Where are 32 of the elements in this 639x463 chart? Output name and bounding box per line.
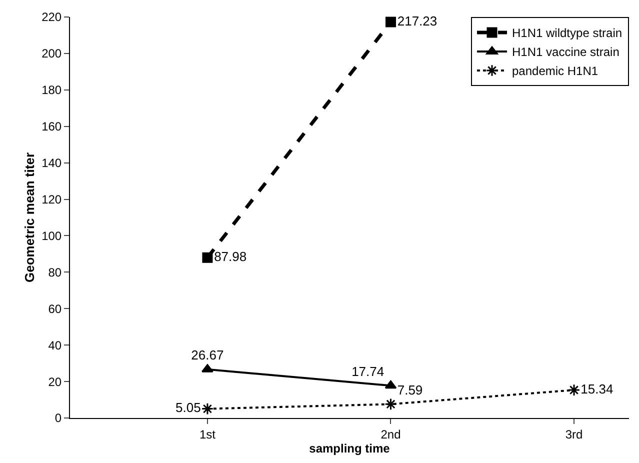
x-tick-label: 1st bbox=[199, 427, 216, 442]
y-axis-title: Geometric mean titer bbox=[22, 152, 37, 283]
y-tick-label: 220 bbox=[42, 10, 62, 24]
y-tick-label: 60 bbox=[48, 302, 62, 316]
point bbox=[385, 16, 396, 28]
y-tick-label: 0 bbox=[54, 411, 62, 426]
point bbox=[202, 252, 213, 263]
y-tick-label: 80 bbox=[48, 265, 62, 280]
point bbox=[568, 384, 580, 396]
y-tick-label: 160 bbox=[42, 120, 62, 134]
point bbox=[384, 398, 397, 410]
data-label: 26.67 bbox=[191, 348, 224, 363]
y-tick-label: 200 bbox=[42, 46, 62, 61]
legend-label: H1N1 wildtype strain bbox=[512, 26, 622, 40]
data-label: 217.23 bbox=[397, 13, 438, 28]
data-label: 87.98 bbox=[214, 248, 247, 264]
legend-label: pandemic H1N1 bbox=[512, 64, 598, 78]
x-axis-title: sampling time bbox=[309, 441, 390, 456]
y-tick-label: 20 bbox=[48, 374, 62, 389]
data-label: 7.59 bbox=[397, 382, 423, 398]
data-label: 5.05 bbox=[176, 400, 201, 416]
y-tick-label: 100 bbox=[42, 228, 62, 243]
y-tick-label: 180 bbox=[42, 83, 62, 98]
y-tick-label: 40 bbox=[48, 338, 62, 352]
x-tick-label: 2nd bbox=[380, 427, 401, 442]
data-label: 15.34 bbox=[580, 381, 614, 396]
x-tick-label: 3rd bbox=[565, 427, 583, 442]
point bbox=[201, 402, 214, 415]
legend-label: H1N1 vaccine strain bbox=[512, 45, 620, 60]
y-tick-label: 120 bbox=[42, 192, 62, 206]
y-tick-label: 140 bbox=[42, 156, 62, 170]
data-label: 17.74 bbox=[352, 364, 384, 379]
